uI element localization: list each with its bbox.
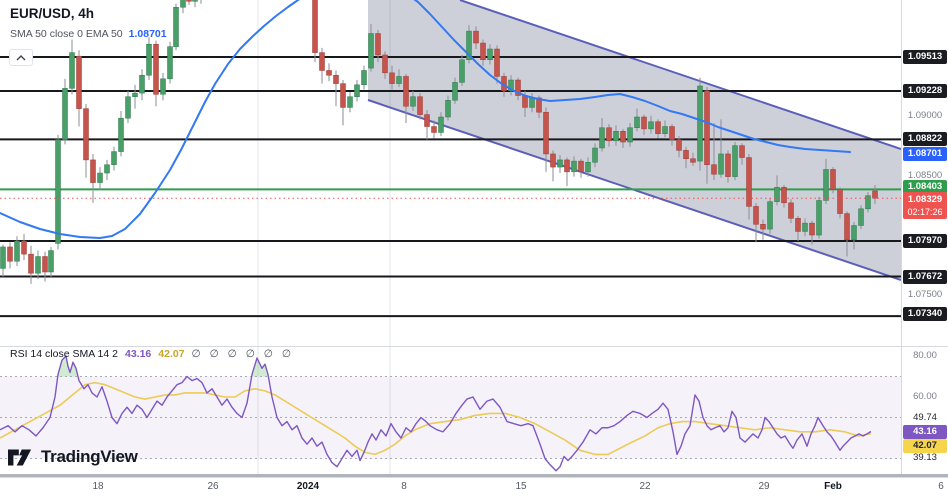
- rsi-axis-label: 39.13: [913, 452, 937, 463]
- ema-line[interactable]: [0, 0, 851, 239]
- time-axis-label: 8: [401, 481, 407, 492]
- rsi-line[interactable]: [0, 355, 872, 472]
- countdown-timer: 02:17:26: [907, 207, 943, 217]
- time-axis-label: 15: [515, 481, 527, 492]
- price-axis-label: 1.07340: [903, 307, 947, 321]
- rsi-axis-label: 43.16: [903, 425, 947, 439]
- price-axis[interactable]: 1.09513 1.09228 1.09000 1.08822 1.08701 1.085…: [902, 0, 948, 474]
- candles: [0, 0, 878, 284]
- price-axis-label: 1.09000: [907, 110, 943, 121]
- ma-legend-label: SMA 50 close 0 EMA 50: [10, 28, 123, 40]
- symbol-title[interactable]: EUR/USD, 4h: [10, 6, 95, 21]
- rsi-empty-values: ∅ ∅ ∅ ∅ ∅ ∅: [191, 348, 295, 360]
- rsi-pane[interactable]: [0, 355, 901, 472]
- price-axis-label: 1.07500: [907, 289, 943, 300]
- price-axis-label: 1.09228: [903, 84, 947, 98]
- rsi-value: 43.16: [124, 348, 152, 360]
- rsi-axis-label: 49.74: [913, 412, 937, 423]
- time-axis-label: 18: [92, 481, 104, 492]
- price-axis-label: 1.08701: [903, 147, 947, 161]
- ma-indicator-legend[interactable]: SMA 50 close 0 EMA 50 1.08701: [10, 28, 167, 40]
- time-axis-label: 22: [639, 481, 651, 492]
- chevron-up-icon: [16, 54, 26, 60]
- time-axis-label: Feb: [824, 481, 842, 492]
- price-axis-label: 1.08500: [907, 170, 943, 181]
- price-axis-label: 1.08403: [903, 180, 947, 194]
- rsi-axis-label: 60.00: [913, 391, 937, 402]
- rsi-sma-value: 42.07: [158, 348, 185, 360]
- price-pane[interactable]: [0, 0, 901, 318]
- ema-value: 1.08701: [128, 28, 167, 40]
- tradingview-logo[interactable]: TradingView: [8, 447, 138, 467]
- channel-upper-line[interactable]: [459, 0, 901, 150]
- rsi-axis-label: 42.07: [903, 439, 947, 453]
- time-axis-label: 29: [758, 481, 770, 492]
- time-axis-separator: [0, 474, 948, 478]
- time-axis-label: 6: [938, 481, 944, 492]
- rsi-axis-label: 80.00: [913, 350, 937, 361]
- price-axis-label: 1.08822: [903, 132, 947, 146]
- rsi-indicator-legend[interactable]: RSI 14 close SMA 14 2 43.16 42.07 ∅ ∅ ∅ ∅ ∅…: [10, 348, 294, 360]
- collapse-legend-button[interactable]: [9, 49, 33, 66]
- price-axis-label: 1.07672: [903, 270, 947, 284]
- tradingview-logo-icon: [8, 449, 32, 465]
- rsi-sma-line[interactable]: [0, 381, 872, 456]
- time-axis-label: 2024: [296, 481, 320, 492]
- price-axis-label: 1.09513: [903, 50, 947, 64]
- time-axis-label: 26: [207, 481, 219, 492]
- price-axis-label: 1.07970: [903, 234, 947, 248]
- tradingview-logo-text: TradingView: [41, 447, 138, 466]
- rsi-legend-label: RSI 14 close SMA 14 2: [10, 348, 118, 360]
- time-axis[interactable]: 18 26 2024 8 15 22 29 Feb 6: [0, 479, 948, 496]
- price-axis-label: 1.08329 02:17:26: [903, 192, 947, 219]
